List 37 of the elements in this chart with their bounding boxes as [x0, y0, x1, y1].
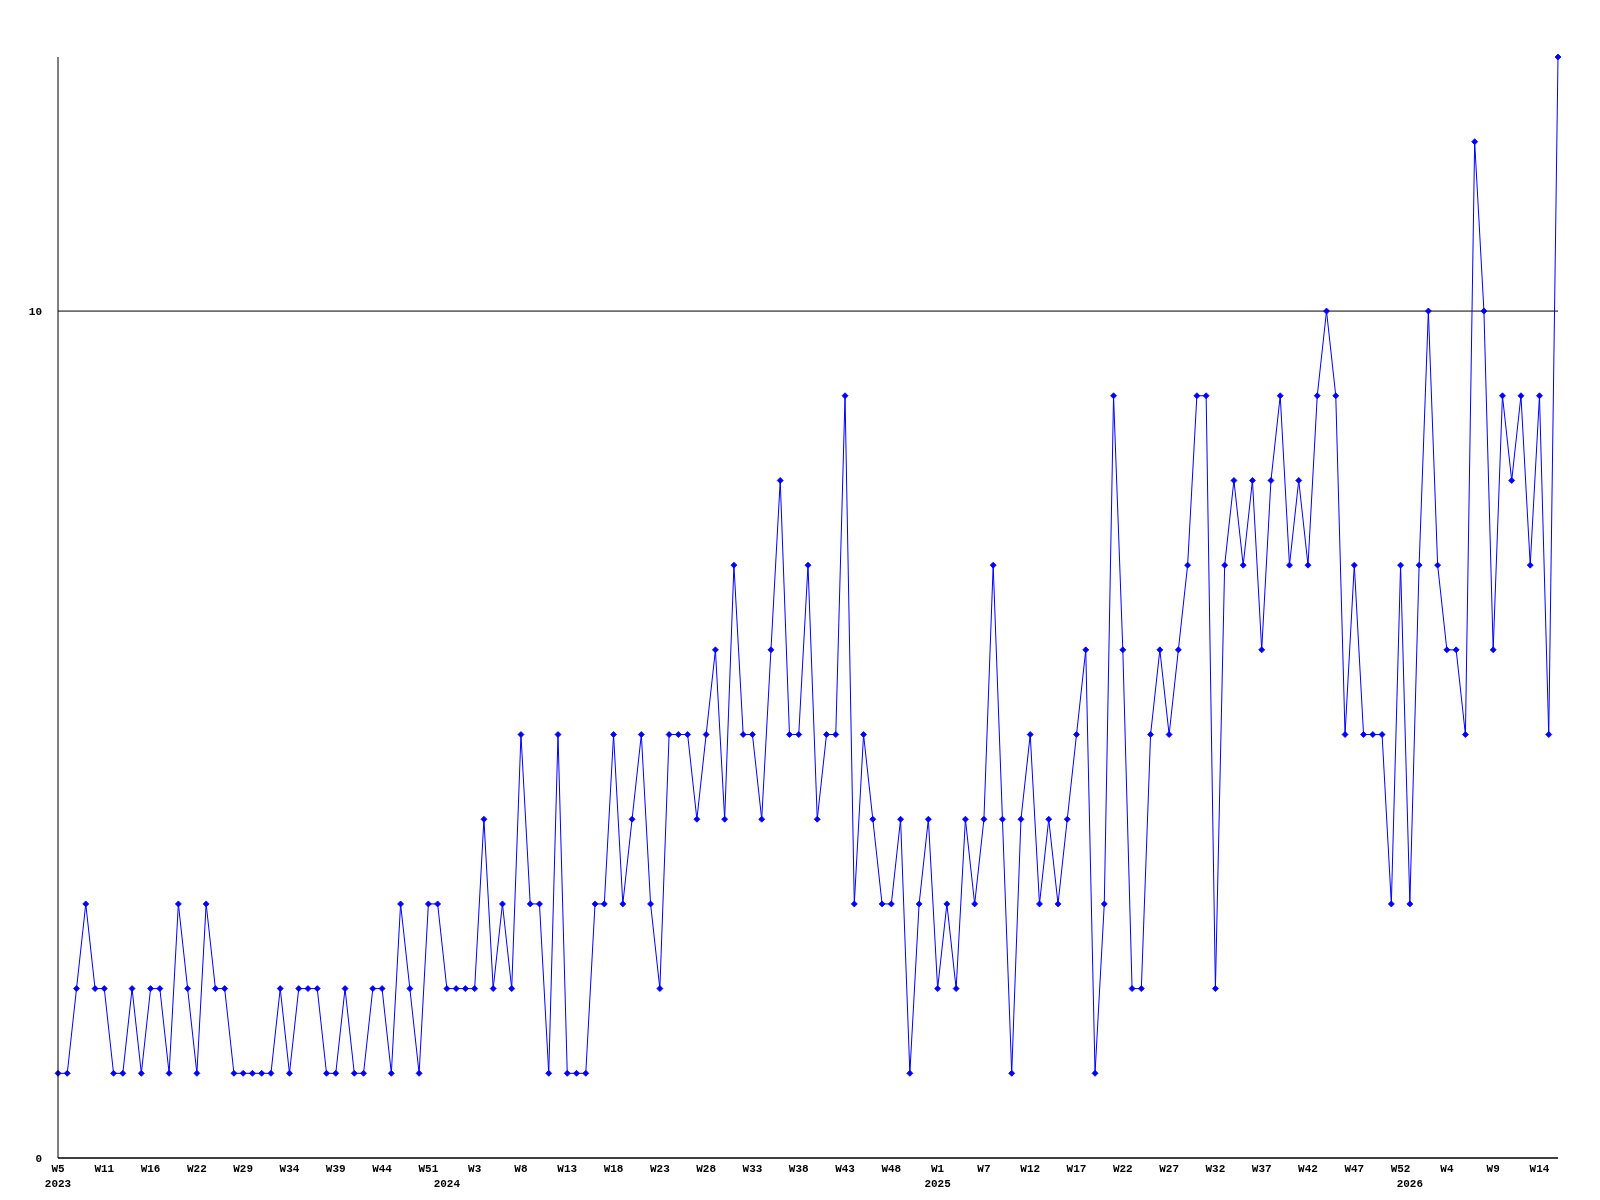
x-tick-label: W4	[1440, 1163, 1454, 1175]
x-tick-label: W28	[696, 1163, 717, 1175]
x-tick-label: W43	[835, 1163, 856, 1175]
x-tick-label: W3	[468, 1163, 482, 1175]
x-tick-label: W18	[603, 1163, 624, 1175]
y-tick-label: 0	[35, 1152, 42, 1165]
x-tick-label: W42	[1298, 1163, 1318, 1175]
x-tick-label: W14	[1529, 1163, 1550, 1175]
x-tick-label: W39	[325, 1163, 346, 1175]
y-tick-label: 10	[28, 305, 42, 318]
x-tick-label: W38	[788, 1163, 810, 1175]
x-tick-label: W37	[1251, 1163, 1272, 1175]
x-tick-label: 2026	[1396, 1178, 1424, 1190]
x-tick-label: W17	[1066, 1163, 1087, 1175]
x-tick-label: W13	[557, 1163, 578, 1175]
x-tick-label: W32	[1205, 1163, 1226, 1175]
x-tick-label: W7	[977, 1163, 991, 1175]
x-tick-label: 2024	[433, 1178, 461, 1190]
x-tick-label: W1 2025	[924, 1163, 952, 1190]
x-tick-label: W16	[140, 1163, 161, 1175]
x-tick-label: W22	[1112, 1163, 1133, 1175]
x-tick-label: W29	[233, 1163, 254, 1175]
x-tick-label: W22	[186, 1163, 207, 1175]
x-tick-label: W47	[1344, 1163, 1365, 1175]
x-tick-label: W23	[649, 1163, 671, 1175]
x-tick-label: W8	[514, 1163, 528, 1175]
x-tick-label: W5 2023	[44, 1163, 72, 1190]
x-tick-label: W52	[1390, 1163, 1411, 1175]
x-tick-label: W12	[1020, 1163, 1041, 1175]
x-tick-label: W11	[94, 1163, 115, 1175]
x-tick-label: W48	[881, 1163, 902, 1175]
x-tick-label: W27	[1159, 1163, 1180, 1175]
x-tick-label: W9	[1486, 1163, 1500, 1175]
x-tick-label: W51	[418, 1163, 439, 1175]
x-tick-label: W44	[372, 1163, 393, 1175]
x-tick-label: W34	[279, 1163, 300, 1175]
x-tick-label: W33	[742, 1163, 763, 1175]
